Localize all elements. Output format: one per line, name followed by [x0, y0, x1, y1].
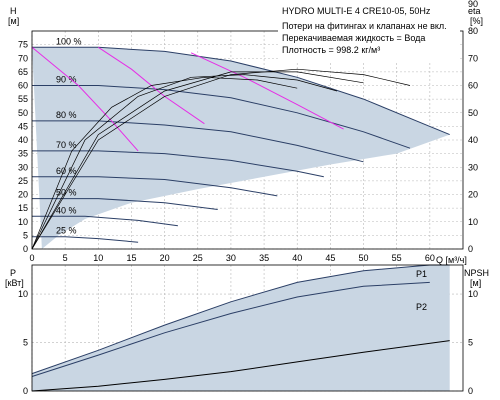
- speed-curve: [32, 236, 139, 243]
- y-right-tick-label: 30: [468, 162, 478, 172]
- operating-envelope: [32, 47, 450, 249]
- speed-label: 80 %: [56, 110, 77, 120]
- x-tick-label: 40: [292, 253, 302, 263]
- p-tick-label: 10: [18, 289, 28, 299]
- x-tick-label: 25: [193, 253, 203, 263]
- iso-efficiency-curve: [98, 46, 205, 125]
- speed-label: 70 %: [56, 140, 77, 150]
- p-tick-label: 5: [23, 338, 28, 348]
- iso-efficiency-curve: [190, 52, 344, 130]
- top-axes: 0510152025303540455055606570750102030405…: [18, 0, 478, 263]
- y-left-tick-label: 5: [23, 230, 28, 240]
- x-tick-label: 5: [63, 253, 68, 263]
- y-right-tick-label: 50: [468, 108, 478, 118]
- bottom-axes: 0 5 10 0 5 10: [18, 264, 478, 396]
- p-tick-label: 0: [23, 386, 28, 396]
- y-right-title: eta: [468, 6, 481, 16]
- x-tick-label: 55: [392, 253, 402, 263]
- y-right-tick-label: 0: [468, 244, 473, 254]
- speed-label: 60 %: [56, 166, 77, 176]
- npsh-axis-unit: [м]: [470, 278, 481, 288]
- npsh-axis-title: NPSH: [464, 268, 489, 278]
- efficiency-curve: [31, 76, 298, 250]
- bottom-plot-frame: [31, 264, 464, 392]
- efficiency-curve: [31, 68, 411, 250]
- top-plot-frame: [31, 30, 464, 250]
- x-tick-label: 15: [126, 253, 136, 263]
- y-left-tick-label: 35: [18, 149, 28, 159]
- y-left-tick-label: 45: [18, 121, 28, 131]
- y-right-tick-label: 80: [468, 26, 478, 36]
- speed-label: 25 %: [56, 226, 77, 236]
- npsh-tick-label: 5: [468, 338, 473, 348]
- x-tick-label: 10: [93, 253, 103, 263]
- y-right-tick-label: 90: [468, 0, 478, 9]
- speed-curve: [32, 198, 218, 210]
- y-left-tick-label: 70: [18, 53, 28, 63]
- top-curves: 100 %90 %80 %70 %60 %50 %40 %25 %: [31, 36, 450, 250]
- power-envelope: [32, 265, 450, 391]
- x-tick-label: 35: [259, 253, 269, 263]
- y-left-tick-label: 25: [18, 176, 28, 186]
- iso-efficiency-curve: [31, 46, 139, 152]
- speed-curve: [32, 215, 178, 227]
- y-left-tick-label: 0: [23, 244, 28, 254]
- y-left-tick-label: 55: [18, 94, 28, 104]
- note-density: Плотность = 998.2 кг/м³: [282, 45, 380, 55]
- y-left-tick-label: 20: [18, 190, 28, 200]
- p2-label: P2: [416, 302, 427, 312]
- y-left-title: H: [10, 6, 17, 16]
- npsh-tick-label: 0: [468, 386, 473, 396]
- y-left-tick-label: 30: [18, 162, 28, 172]
- x-tick-label: 45: [325, 253, 335, 263]
- y-left-tick-label: 50: [18, 108, 28, 118]
- y-left-tick-label: 40: [18, 135, 28, 145]
- chart-title: HYDRO MULTI-E 4 CRE10-05, 50Hz: [282, 6, 431, 16]
- p1-label: P1: [416, 269, 427, 279]
- efficiency-curve: [31, 74, 338, 250]
- p1-curve: [31, 264, 450, 375]
- x-axis-title: Q [м³/ч]: [436, 255, 467, 265]
- notes-box: [278, 5, 460, 61]
- note-fittings: Потери на фитингах и клапанах не вкл.: [282, 21, 447, 31]
- y-left-tick-label: 60: [18, 81, 28, 91]
- y-right-tick-label: 10: [468, 217, 478, 227]
- x-tick-label: 20: [160, 253, 170, 263]
- p2-curve: [31, 281, 430, 377]
- bottom-curves: [31, 264, 450, 392]
- y-right-tick-label: 20: [468, 190, 478, 200]
- y-right-tick-label: 60: [468, 81, 478, 91]
- y-left-tick-label: 15: [18, 203, 28, 213]
- x-tick-label: 50: [359, 253, 369, 263]
- y-left-tick-label: 10: [18, 217, 28, 227]
- speed-curve: [32, 46, 450, 136]
- speed-curve: [32, 120, 364, 163]
- efficiency-curve: [31, 71, 364, 250]
- y-left-unit: [м]: [8, 16, 19, 26]
- x-tick-label: 30: [226, 253, 236, 263]
- x-tick-label: 0: [29, 253, 34, 263]
- speed-curve: [32, 150, 324, 178]
- x-tick-label: 60: [425, 253, 435, 263]
- y-right-tick-label: 40: [468, 135, 478, 145]
- y-right-unit: [%]: [470, 16, 483, 26]
- p-axis-unit: [кВт]: [5, 278, 24, 288]
- npsh-curve: [31, 340, 450, 392]
- y-left-tick-label: 65: [18, 67, 28, 77]
- y-right-tick-label: 70: [468, 53, 478, 63]
- npsh-tick-label: 10: [468, 289, 478, 299]
- y-left-tick-label: 75: [18, 40, 28, 50]
- note-liquid: Перекачиваемая жидкость = Вода: [282, 33, 425, 43]
- speed-label: 90 %: [56, 75, 77, 85]
- top-envelope: [32, 47, 450, 249]
- p-axis-title: P: [10, 268, 16, 278]
- speed-label: 100 %: [56, 36, 82, 46]
- speed-label: 40 %: [56, 205, 77, 215]
- speed-curve: [32, 85, 411, 149]
